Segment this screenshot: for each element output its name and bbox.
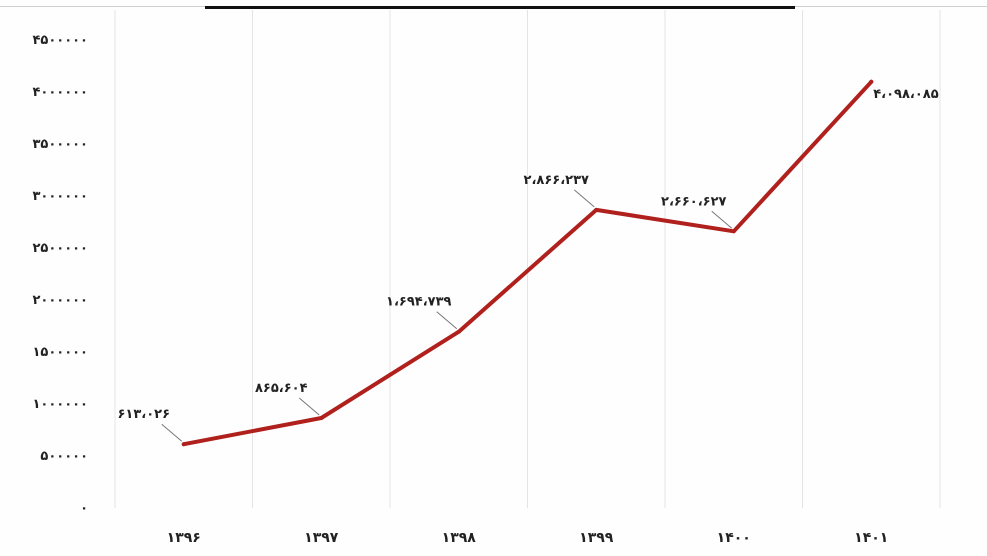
x-tick-label: ۱۳۹۸ [442, 530, 477, 546]
y-tick-label: ۲۵۰۰۰۰۰ [32, 241, 88, 256]
data-label: ۱،۶۹۴،۷۳۹ [386, 295, 451, 310]
data-label: ۸۶۵،۶۰۴ [255, 381, 308, 396]
data-point [319, 415, 324, 420]
x-tick-label: ۱۳۹۶ [167, 530, 201, 546]
y-tick-label: ۱۰۰۰۰۰۰ [32, 397, 88, 412]
x-tick-label: ۱۳۹۹ [579, 530, 614, 546]
y-tick-label: ۴۵۰۰۰۰۰ [32, 33, 88, 48]
x-tick-label: ۱۳۹۷ [304, 530, 339, 546]
grid-layer [114, 10, 941, 508]
x-axis-ticks: ۱۳۹۶ ۱۳۹۷ ۱۳۹۸ ۱۳۹۹ ۱۴۰۰ ۱۴۰۱ [167, 530, 889, 546]
x-tick-label: ۱۴۰۱ [854, 530, 888, 546]
y-tick-label: ۳۵۰۰۰۰۰ [32, 137, 88, 152]
y-axis-ticks: ۰ ۵۰۰۰۰۰ ۱۰۰۰۰۰۰ ۱۵۰۰۰۰۰ ۲۰۰۰۰۰۰ ۲۵۰۰۰۰۰ ۳۰۰۰۰… [32, 33, 88, 516]
leader-line [436, 311, 458, 330]
x-tick-label: ۱۴۰۰ [717, 530, 751, 546]
data-label: ۴،۰۹۸،۰۸۵ [873, 87, 938, 102]
data-point [869, 79, 874, 84]
title-underline [205, 6, 795, 9]
series-layer [181, 79, 874, 447]
data-point [456, 329, 461, 334]
data-label: ۲،۶۶۰،۶۲۷ [661, 194, 726, 209]
data-point [181, 442, 186, 447]
data-label: ۶۱۳،۰۲۶ [117, 407, 170, 422]
data-label: ۲،۸۶۶،۲۳۷ [524, 173, 589, 188]
data-point [594, 207, 599, 212]
y-tick-label: ۵۰۰۰۰۰ [40, 449, 88, 464]
y-tick-label: ۳۰۰۰۰۰۰ [32, 189, 88, 204]
data-labels: ۶۱۳،۰۲۶ ۸۶۵،۶۰۴ ۱،۶۹۴،۷۳۹ ۲،۸۶۶،۲۳۷ ۲،۶۶۰،۶۲… [117, 87, 939, 442]
leader-line [298, 397, 320, 416]
leader-line [573, 189, 595, 208]
data-point [731, 229, 736, 234]
y-tick-label: ۱۵۰۰۰۰۰ [32, 345, 88, 360]
series-line [181, 79, 874, 447]
leader-line [161, 423, 183, 442]
leader-line [711, 210, 733, 229]
y-tick-label: ۴۰۰۰۰۰۰ [32, 85, 88, 100]
y-tick-label: ۰ [80, 501, 88, 516]
y-tick-label: ۲۰۰۰۰۰۰ [32, 293, 88, 308]
